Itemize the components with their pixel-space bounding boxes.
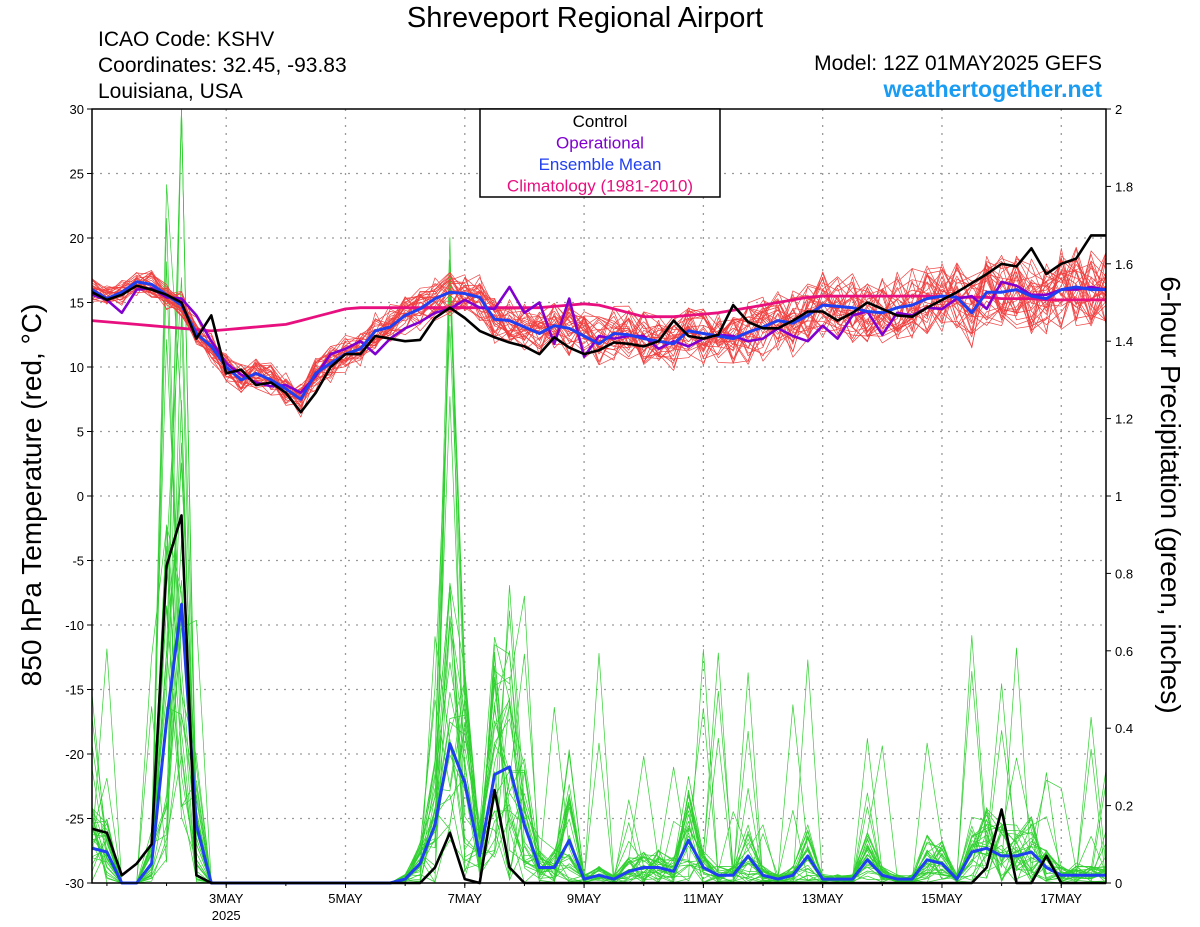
y-right-tick-label: 1.2 (1115, 412, 1133, 427)
x-tick-label: 17MAY (1040, 891, 1082, 906)
legend-control: Control (573, 112, 628, 131)
legend-operational: Operational (556, 134, 644, 153)
x-tick-label: 3MAY (209, 891, 244, 906)
temp-members (91, 246, 1107, 418)
series-lines (91, 234, 1107, 885)
precip-member-line (91, 462, 1107, 884)
y-left-tick-label: 20 (70, 231, 84, 246)
y-right-tick-label: 2 (1115, 102, 1122, 117)
temp-ensemble-mean-line (91, 280, 1106, 401)
x-tick-year: 2025 (212, 908, 241, 923)
x-tick-label: 15MAY (921, 891, 963, 906)
legend: Control Operational Ensemble Mean Climat… (479, 108, 721, 198)
y-left-tick-label: -15 (65, 683, 84, 698)
temp-control-line (91, 234, 1106, 414)
y-axis-right: 2 1.8 1.6 1.4 1.2 1 0.8 0.6 0.4 0.2 0 (1106, 102, 1133, 891)
icao-code: ICAO Code: KSHV (98, 28, 275, 51)
y-left-tick-label: 0 (77, 489, 84, 504)
legend-ensemble-mean: Ensemble Mean (539, 155, 662, 174)
grid (92, 109, 1106, 883)
y-left-tick-label: 10 (70, 360, 84, 375)
x-tick-label: 9MAY (567, 891, 602, 906)
temp-member-line (91, 262, 1107, 403)
temp-member-line (91, 256, 1107, 404)
precip-member-line (91, 540, 1107, 884)
precip-member-line (91, 261, 1107, 884)
precip-member-line (91, 313, 1107, 884)
legend-box (479, 108, 721, 198)
y-left-tick-label: -30 (65, 876, 84, 891)
precip-member-line (91, 526, 1107, 884)
precip-member-line (91, 442, 1107, 884)
y-right-tick-label: 1.4 (1115, 334, 1133, 349)
y-left-tick-label: 5 (77, 425, 84, 440)
x-tick-label: 7MAY (448, 891, 483, 906)
precip-member-line (91, 399, 1107, 884)
y-right-tick-label: 0.6 (1115, 644, 1133, 659)
precip-control-line (91, 514, 1106, 885)
temp-member-line (91, 258, 1107, 391)
x-tick-label: 5MAY (328, 891, 363, 906)
x-axis: 3MAY 2025 5MAY 7MAY 9MAY 11MAY 13MAY 15MAY 17MAY (106, 883, 1082, 923)
x-tick-label: 11MAY (683, 891, 724, 906)
precip-member-line (91, 339, 1107, 884)
y-left-tick-label: -20 (65, 747, 84, 762)
y-right-tick-label: 0.8 (1115, 566, 1133, 581)
coordinates: Coordinates: 32.45, -93.83 (98, 54, 347, 77)
y-right-tick-label: 1 (1115, 489, 1122, 504)
y-left-tick-label: -10 (65, 618, 84, 633)
x-tick-label: 13MAY (802, 891, 844, 906)
y-right-tick-label: 0.4 (1115, 721, 1133, 736)
temp-member-line (91, 255, 1107, 408)
precip-member-line (91, 622, 1107, 884)
site-link[interactable]: weathertogether.net (883, 76, 1102, 102)
legend-climatology: Climatology (1981-2010) (507, 177, 693, 196)
y-left-tick-label: 25 (70, 167, 84, 182)
chart-title: Shreveport Regional Airport (406, 2, 764, 34)
precip-member-line (91, 635, 1107, 884)
precip-member-line (91, 326, 1107, 884)
y-right-tick-label: 1.8 (1115, 179, 1133, 194)
model-run: Model: 12Z 01MAY2025 GEFS (814, 52, 1102, 75)
precip-member-line (91, 582, 1107, 884)
precip-member-line (91, 463, 1107, 884)
y-left-tick-label: 15 (70, 296, 84, 311)
temp-member-line (91, 261, 1107, 418)
y-left-tick-label: 30 (70, 102, 84, 117)
y-right-tick-label: 0 (1115, 876, 1122, 891)
precip-member-line (91, 526, 1107, 884)
precip-member-line (91, 514, 1107, 884)
temp-member-line (91, 258, 1107, 403)
precip-member-line (91, 701, 1107, 884)
region: Louisiana, USA (98, 80, 243, 103)
y-left-tick-label: -25 (65, 812, 84, 827)
precip-member-line (91, 580, 1107, 884)
y-left-tick-label: -5 (72, 554, 84, 569)
y-right-tick-label: 0.2 (1115, 799, 1133, 814)
y-right-tick-label: 1.6 (1115, 257, 1133, 272)
temp-member-line (91, 256, 1107, 401)
y-axis-left: 30 25 20 15 10 5 0 -5 -10 -15 -20 -25 -30 (65, 102, 92, 891)
precip-member-line (91, 619, 1107, 884)
